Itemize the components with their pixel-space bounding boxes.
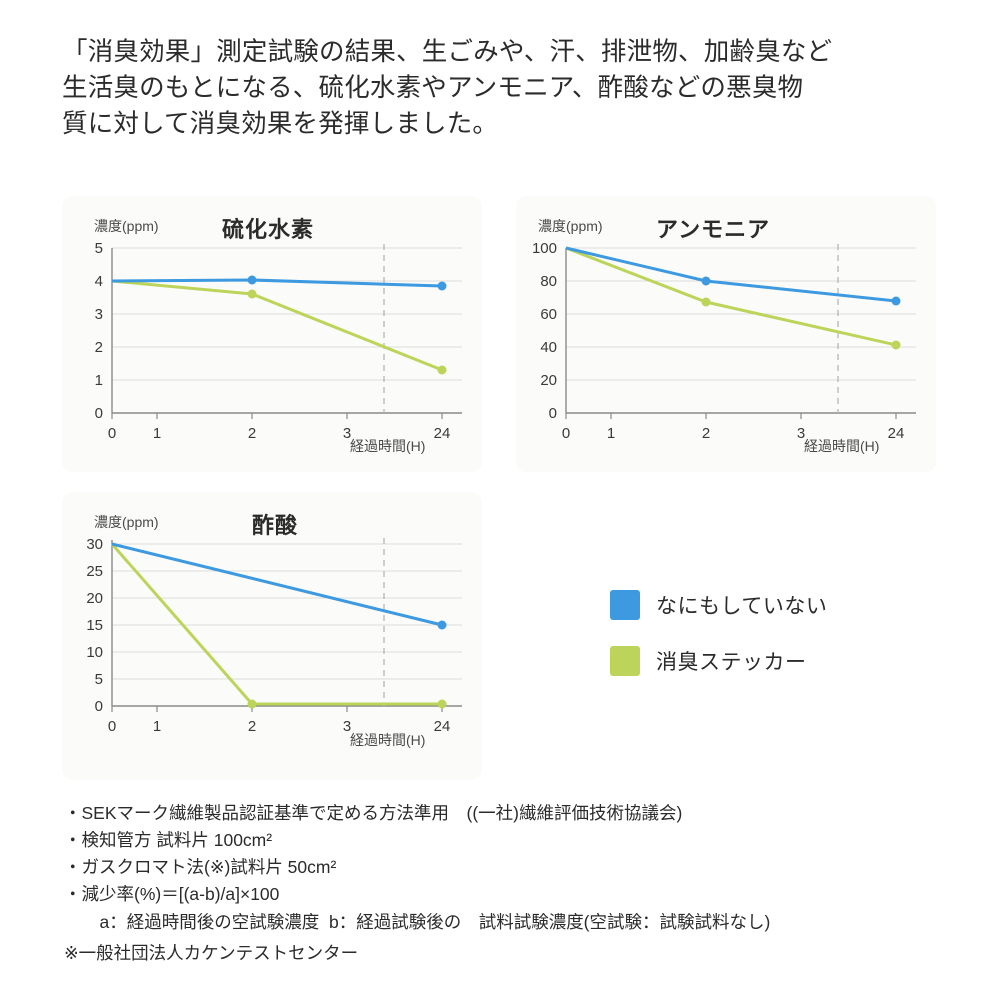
y-axis-unit-nh3: 濃度(ppm) xyxy=(538,218,603,234)
chart-card-acetic: 濃度(ppm) 酢酸 30 25 20 15 10 5 0 xyxy=(62,492,482,780)
svg-text:24: 24 xyxy=(434,425,451,442)
intro-line-3: 質に対して消臭効果を発揮しました。 xyxy=(62,110,499,139)
intro-paragraph: 「消臭効果」測定試験の結果、生ごみや、汗、排泄物、加齢臭など 生活臭のもとになる… xyxy=(62,34,952,143)
svg-text:24: 24 xyxy=(434,718,451,735)
svg-text:24: 24 xyxy=(888,425,905,442)
svg-text:3: 3 xyxy=(343,425,351,442)
chart-title-h2s: 硫化水素 xyxy=(222,217,315,242)
svg-text:5: 5 xyxy=(95,240,103,257)
svg-text:1: 1 xyxy=(153,718,161,735)
svg-text:60: 60 xyxy=(540,306,557,323)
svg-text:15: 15 xyxy=(86,617,103,634)
chart-plot-nh3: 100 80 60 40 20 0 0 1 2 3 24 xyxy=(532,240,916,442)
svg-text:1: 1 xyxy=(95,372,103,389)
note-line-2: ・検知管方 試料片 100cm² xyxy=(64,830,273,851)
svg-text:0: 0 xyxy=(108,425,116,442)
svg-text:40: 40 xyxy=(540,339,557,356)
chart-title-nh3: アンモニア xyxy=(656,217,771,242)
svg-text:20: 20 xyxy=(86,590,103,607)
svg-text:0: 0 xyxy=(549,405,557,422)
svg-text:3: 3 xyxy=(343,718,351,735)
y-axis-unit-acetic: 濃度(ppm) xyxy=(94,514,159,530)
svg-text:30: 30 xyxy=(86,536,103,553)
svg-text:4: 4 xyxy=(95,273,103,290)
legend-label-sticker: 消臭ステッカー xyxy=(656,651,807,674)
x-axis-label-nh3: 経過時間(H) xyxy=(804,438,880,454)
svg-text:10: 10 xyxy=(86,644,103,661)
note-line-4: ・減少率(%)＝[(a-b)/a]×100 xyxy=(64,884,280,905)
chart-legend: なにもしていない 消臭ステッカー xyxy=(610,590,827,702)
chart-card-h2s: 濃度(ppm) 硫化水素 5 4 3 2 1 xyxy=(62,196,482,472)
svg-text:0: 0 xyxy=(108,718,116,735)
svg-text:2: 2 xyxy=(702,425,710,442)
legend-item-none: なにもしていない xyxy=(610,590,827,620)
svg-text:2: 2 xyxy=(248,718,256,735)
footnote: ※一般社団法人カケンテストセンター xyxy=(64,943,359,963)
legend-swatch-sticker xyxy=(610,646,640,676)
notes-block: ・SEKマーク繊維製品認証基準で定める方法準用 ((一社)繊維評価技術協議会) … xyxy=(64,800,770,936)
svg-text:5: 5 xyxy=(95,671,103,688)
svg-text:2: 2 xyxy=(95,339,103,356)
svg-text:0: 0 xyxy=(95,698,103,715)
intro-line-1: 「消臭効果」測定試験の結果、生ごみや、汗、排泄物、加齢臭など xyxy=(62,38,833,66)
svg-text:1: 1 xyxy=(607,425,615,442)
svg-text:3: 3 xyxy=(95,306,103,323)
note-line-1: ・SEKマーク繊維製品認証基準で定める方法準用 ((一社)繊維評価技術協議会) xyxy=(64,803,683,823)
x-axis-label-h2s: 経過時間(H) xyxy=(350,438,426,454)
chart-card-nh3: 濃度(ppm) アンモニア 100 80 60 40 20 0 xyxy=(516,196,936,472)
legend-item-sticker: 消臭ステッカー xyxy=(610,646,827,676)
svg-text:25: 25 xyxy=(86,563,103,580)
x-axis-label-acetic: 経過時間(H) xyxy=(350,732,426,748)
chart-title-acetic: 酢酸 xyxy=(252,513,299,538)
note-line-3: ・ガスクロマト法(※)試料片 50cm² xyxy=(64,857,337,878)
intro-line-2: 生活臭のもとになる、硫化水素やアンモニア、酢酸などの悪臭物 xyxy=(62,74,804,103)
note-line-5: a：経過時間後の空試験濃度 b：経過試験後の 試料試験濃度(空試験：試験試料なし… xyxy=(82,911,771,932)
chart-plot-h2s: 5 4 3 2 1 0 0 1 2 3 24 xyxy=(95,240,462,442)
svg-text:3: 3 xyxy=(797,425,805,442)
svg-text:20: 20 xyxy=(540,372,557,389)
y-axis-unit-h2s: 濃度(ppm) xyxy=(94,218,159,234)
svg-text:0: 0 xyxy=(562,425,570,442)
legend-swatch-none xyxy=(610,590,640,620)
legend-label-none: なにもしていない xyxy=(656,595,828,618)
svg-text:0: 0 xyxy=(95,405,103,422)
svg-text:2: 2 xyxy=(248,425,256,442)
svg-text:80: 80 xyxy=(540,273,557,290)
svg-text:100: 100 xyxy=(532,240,557,257)
chart-plot-acetic: 30 25 20 15 10 5 0 0 1 2 3 24 xyxy=(86,536,462,735)
svg-text:1: 1 xyxy=(153,425,161,442)
